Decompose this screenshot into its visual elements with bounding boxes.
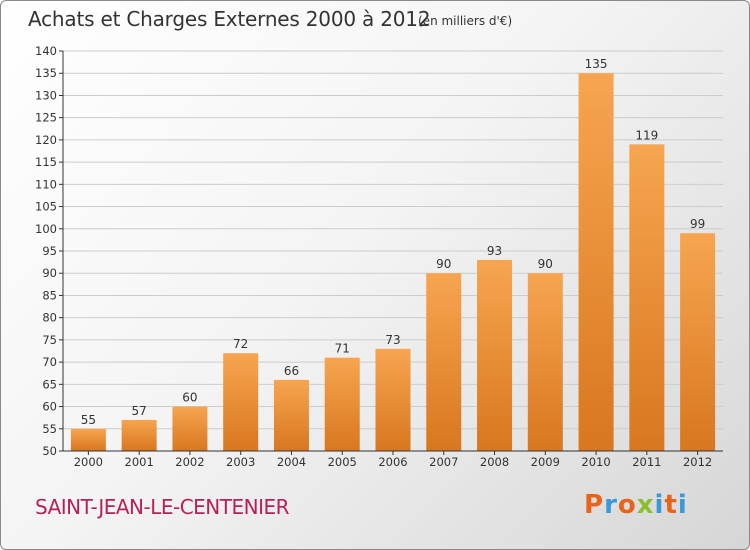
y-tick-label: 120 bbox=[35, 133, 57, 147]
commune-name: SAINT-JEAN-LE-CENTENIER bbox=[35, 495, 290, 519]
bar bbox=[375, 348, 411, 451]
y-tick-label: 110 bbox=[35, 177, 57, 191]
y-tick-label: 95 bbox=[42, 244, 57, 258]
bar-value-label: 90 bbox=[436, 257, 451, 271]
x-tick-label: 2010 bbox=[581, 455, 610, 469]
bar bbox=[527, 273, 563, 451]
chart-title: Achats et Charges Externes 2000 à 2012 bbox=[28, 7, 431, 31]
bar-value-label: 73 bbox=[385, 333, 400, 347]
y-tick-label: 80 bbox=[42, 311, 57, 325]
y-tick-label: 105 bbox=[35, 200, 57, 214]
x-tick-label: 2000 bbox=[74, 455, 103, 469]
x-tick-label: 2001 bbox=[125, 455, 154, 469]
logo-letter: t bbox=[664, 490, 678, 520]
bar bbox=[578, 73, 614, 451]
proxiti-logo: Proxiti bbox=[584, 490, 688, 520]
x-tick-label: 2008 bbox=[480, 455, 509, 469]
y-tick-label: 130 bbox=[35, 88, 57, 102]
x-tick-label: 2004 bbox=[277, 455, 306, 469]
y-tick-label: 75 bbox=[42, 333, 57, 347]
bar-value-label: 135 bbox=[585, 57, 608, 71]
y-tick-label: 50 bbox=[42, 444, 57, 458]
y-tick-label: 90 bbox=[42, 266, 57, 280]
labels: 50 55 60 65 70 75 80 85 90 95 100 105 110 115 120 125 13… bbox=[35, 44, 712, 469]
x-tick-label: 2002 bbox=[175, 455, 204, 469]
x-tick-label: 2012 bbox=[683, 455, 712, 469]
bar bbox=[324, 357, 360, 451]
logo-letter: i bbox=[677, 490, 688, 520]
bar bbox=[680, 233, 716, 451]
logo-letter: r bbox=[604, 490, 618, 520]
bar bbox=[70, 428, 106, 451]
x-tick-label: 2007 bbox=[429, 455, 458, 469]
bar-value-label: 57 bbox=[132, 404, 147, 418]
bar-value-label: 93 bbox=[487, 244, 502, 258]
x-tick-label: 2009 bbox=[531, 455, 560, 469]
bar bbox=[223, 353, 259, 451]
y-tick-label: 100 bbox=[35, 222, 57, 236]
bar-value-label: 66 bbox=[284, 364, 299, 378]
bar-value-label: 55 bbox=[81, 413, 96, 427]
bar bbox=[629, 144, 665, 452]
bar-value-label: 72 bbox=[233, 337, 248, 351]
x-tick-label: 2003 bbox=[226, 455, 255, 469]
chart-subtitle: (en milliers d'€) bbox=[418, 14, 513, 28]
y-tick-label: 140 bbox=[35, 44, 57, 58]
bar bbox=[121, 419, 157, 451]
bar bbox=[273, 379, 309, 451]
bar-value-label: 99 bbox=[690, 217, 705, 231]
bar-value-label: 71 bbox=[335, 342, 350, 356]
y-tick-label: 115 bbox=[35, 155, 57, 169]
y-tick-label: 65 bbox=[42, 377, 57, 391]
logo-letter: i bbox=[654, 490, 665, 520]
bar-value-label: 60 bbox=[182, 391, 197, 405]
axes bbox=[59, 50, 723, 455]
bar bbox=[477, 259, 513, 451]
y-tick-label: 135 bbox=[35, 66, 57, 80]
y-tick-label: 70 bbox=[42, 355, 57, 369]
bar-value-label: 90 bbox=[538, 257, 553, 271]
logo-letter: P bbox=[584, 490, 605, 520]
bar bbox=[172, 406, 208, 451]
x-tick-label: 2006 bbox=[378, 455, 407, 469]
bar-value-label: 119 bbox=[635, 128, 658, 142]
logo-letter: x bbox=[636, 490, 655, 520]
y-tick-label: 125 bbox=[35, 111, 57, 125]
x-tick-label: 2011 bbox=[632, 455, 661, 469]
logo-letter: o bbox=[617, 490, 637, 520]
y-tick-label: 60 bbox=[42, 400, 57, 414]
y-tick-label: 85 bbox=[42, 288, 57, 302]
x-tick-label: 2005 bbox=[328, 455, 357, 469]
bars bbox=[70, 73, 716, 452]
bar bbox=[426, 273, 462, 451]
y-tick-label: 55 bbox=[42, 422, 57, 436]
